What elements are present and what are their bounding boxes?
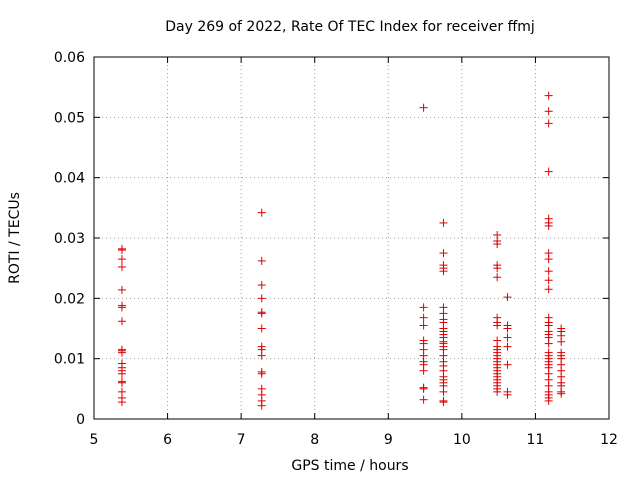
data-point	[544, 107, 553, 116]
y-tick-label-0: 0	[76, 412, 85, 428]
x-tick-label-7: 12	[600, 432, 618, 448]
data-point	[439, 249, 448, 258]
data-point	[419, 321, 428, 330]
data-point	[117, 255, 126, 264]
data-point	[117, 246, 126, 255]
x-axis-label: GPS time / hours	[291, 458, 408, 474]
data-point	[544, 221, 553, 230]
data-point	[117, 398, 126, 407]
x-tick-label-5: 10	[453, 432, 471, 448]
data-point	[544, 276, 553, 285]
data-point	[557, 389, 566, 398]
data-point	[419, 395, 428, 404]
data-point	[493, 321, 502, 330]
y-tick-label-5: 0.05	[54, 110, 85, 126]
data-point	[544, 396, 553, 405]
data-point	[257, 294, 266, 303]
data-point	[117, 303, 126, 312]
data-point	[257, 369, 266, 378]
data-point	[493, 264, 502, 273]
data-point	[257, 208, 266, 217]
data-point	[117, 285, 126, 294]
axis-ticks: 5 6 7 8 9 10 11 12 0 0.01 0.02 0.03 0.04 0.05 0.06	[54, 50, 618, 448]
y-tick-label-4: 0.04	[54, 171, 85, 187]
data-point	[503, 324, 512, 333]
y-tick-label-6: 0.06	[54, 50, 85, 66]
y-tick-label-2: 0.02	[54, 291, 85, 307]
x-tick-label-6: 11	[527, 432, 545, 448]
data-point	[117, 348, 126, 357]
y-axis-label: ROTI / TECUs	[7, 192, 23, 284]
data-point	[419, 303, 428, 312]
chart-title: Day 269 of 2022, Rate Of TEC Index for r…	[165, 19, 535, 35]
data-point	[257, 256, 266, 265]
data-point	[544, 119, 553, 128]
y-tick-label-1: 0.01	[54, 352, 85, 368]
data-point	[544, 267, 553, 276]
data-point	[257, 281, 266, 290]
data-point	[257, 309, 266, 318]
data-point	[419, 103, 428, 112]
x-tick-label-1: 6	[163, 432, 172, 448]
x-tick-label-4: 9	[384, 432, 393, 448]
x-tick-label-2: 7	[237, 432, 246, 448]
data-point	[503, 360, 512, 369]
data-point	[439, 398, 448, 407]
y-tick-label-3: 0.03	[54, 231, 85, 247]
data-point	[257, 324, 266, 333]
data-point	[257, 401, 266, 410]
data-point	[493, 273, 502, 282]
data-point	[117, 369, 126, 378]
data-point	[544, 255, 553, 264]
data-point	[544, 339, 553, 348]
data-point	[117, 317, 126, 326]
x-tick-label-3: 8	[310, 432, 319, 448]
data-point	[503, 293, 512, 302]
data-point	[117, 378, 126, 387]
data-point	[503, 333, 512, 342]
data-point	[493, 240, 502, 249]
data-point	[439, 218, 448, 227]
data-point	[544, 285, 553, 294]
data-point	[419, 313, 428, 322]
data-points	[117, 91, 566, 410]
plot-frame	[93, 56, 610, 420]
data-point	[419, 366, 428, 375]
data-point	[117, 262, 126, 271]
data-point	[439, 387, 448, 396]
data-point	[257, 351, 266, 360]
data-point	[503, 342, 512, 351]
gridlines	[94, 57, 609, 419]
data-point	[419, 384, 428, 393]
data-point	[493, 387, 502, 396]
data-point	[544, 167, 553, 176]
x-tick-label-0: 5	[90, 432, 99, 448]
data-point	[439, 267, 448, 276]
data-point	[503, 390, 512, 399]
data-point	[557, 337, 566, 346]
data-point	[544, 91, 553, 100]
